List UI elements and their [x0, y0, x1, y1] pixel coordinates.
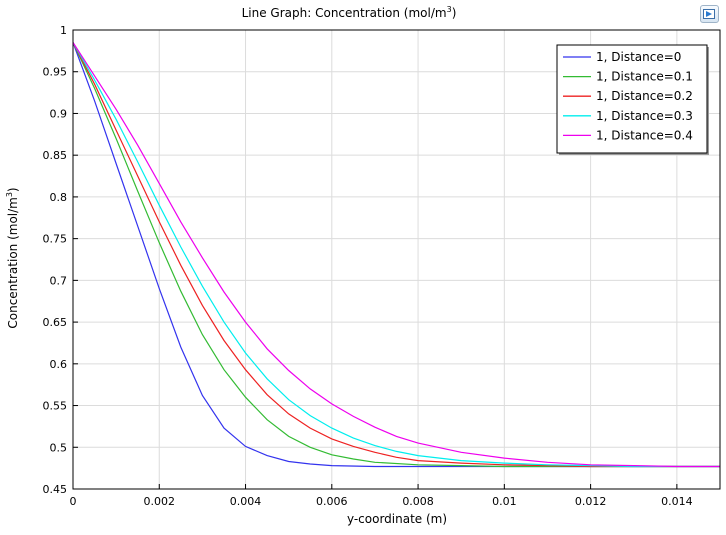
legend: 1, Distance=0 1, Distance=0.1 1, Distance=…	[556, 44, 709, 155]
legend-label: 1, Distance=0.2	[596, 89, 693, 103]
legend-label: 1, Distance=0.3	[596, 109, 693, 123]
y-tick-label: 0.5	[50, 441, 68, 454]
x-tick-label: 0.014	[661, 495, 693, 508]
x-tick-label: 0.012	[575, 495, 607, 508]
x-tick-label: 0.002	[144, 495, 176, 508]
y-tick-label: 0.6	[50, 358, 68, 371]
x-tick-label: 0	[70, 495, 77, 508]
y-axis-label: Concentration (mol/m3)	[5, 187, 20, 328]
y-tick-label: 0.75	[43, 233, 68, 246]
x-tick-label: 0.008	[402, 495, 434, 508]
export-button[interactable]	[700, 5, 719, 23]
series-lines	[72, 42, 720, 468]
y-tick-label: 0.45	[43, 483, 68, 496]
chart-title: Line Graph: Concentration (mol/m3)	[242, 5, 457, 20]
series-line-2	[72, 42, 720, 468]
x-axis-label: y-coordinate (m)	[347, 512, 447, 526]
y-tick-label: 0.95	[43, 66, 68, 79]
y-tick-label: 0.7	[50, 274, 68, 287]
y-tick-label: 0.85	[43, 149, 68, 162]
axis-ticks: 0 0.002 0.004 0.006 0.008 0.01 0.012 0.014 0.45 0…	[43, 24, 693, 508]
y-tick-label: 0.9	[50, 107, 68, 120]
x-tick-label: 0.006	[316, 495, 348, 508]
series-line-4	[72, 42, 720, 468]
x-tick-label: 0.004	[230, 495, 262, 508]
legend-label: 1, Distance=0.1	[596, 70, 693, 84]
y-tick-label: 1	[60, 24, 67, 37]
y-tick-label: 0.65	[43, 316, 68, 329]
plot-frame	[72, 29, 721, 490]
series-line-1	[72, 42, 720, 468]
y-tick-label: 0.55	[43, 400, 68, 413]
legend-label: 1, Distance=0.4	[596, 128, 693, 142]
series-line-3	[72, 42, 720, 468]
image-export-icon	[703, 9, 715, 19]
legend-label: 1, Distance=0	[596, 50, 681, 64]
x-tick-label: 0.01	[492, 495, 517, 508]
series-line-0	[72, 42, 720, 468]
y-tick-label: 0.8	[50, 191, 68, 204]
grid	[72, 29, 720, 490]
